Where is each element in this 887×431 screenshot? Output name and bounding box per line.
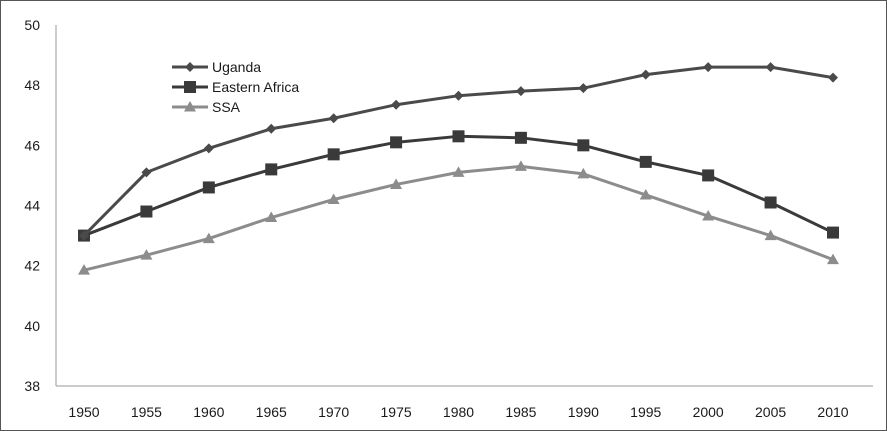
x-tick-label: 1990 [568,404,599,420]
axes [55,25,873,387]
data-point [203,143,214,154]
data-point [390,178,403,189]
series-layer [78,62,839,275]
legend-item: Eastern Africa [172,79,299,95]
y-tick-label: 42 [24,258,40,274]
data-point [452,166,465,177]
data-point [514,131,527,144]
data-point [140,205,153,218]
legend-label: Uganda [212,59,261,75]
data-point [452,130,465,143]
data-point [764,196,777,209]
data-point [578,83,589,94]
data-point [702,210,715,221]
x-tick-label: 1985 [505,404,536,420]
data-point [78,264,90,275]
x-tick-label: 1980 [443,404,474,420]
data-point [327,148,340,161]
legend-label: Eastern Africa [212,79,299,95]
x-tick-label: 1960 [193,404,224,420]
data-point [577,139,590,152]
data-point [515,86,526,97]
y-tick-label: 50 [24,17,40,33]
x-tick-label: 1955 [131,404,162,420]
data-point [640,69,651,80]
legend-item: Uganda [172,59,261,75]
legend-marker [184,81,196,93]
data-point [702,169,715,182]
data-point [765,62,776,73]
y-tick-label: 46 [24,137,40,153]
series-eastern-africa [78,130,839,242]
legend-marker [184,101,196,112]
data-point [265,211,278,223]
data-point [202,181,215,194]
y-axis-ticks: 38 40 42 44 46 48 50 [24,17,40,394]
x-tick-label: 1965 [256,404,287,420]
data-point [328,113,339,124]
series-ssa [78,160,839,275]
data-point [327,193,340,204]
data-point [140,249,153,260]
data-point [827,253,839,265]
data-point [265,163,278,176]
x-tick-label: 1975 [381,404,412,420]
x-tick-label: 2005 [755,404,786,420]
y-tick-label: 40 [24,318,40,334]
x-tick-label: 2000 [693,404,724,420]
x-tick-label: 1950 [68,404,99,420]
data-point [202,232,215,244]
data-point [79,230,89,241]
x-tick-label: 1970 [318,404,349,420]
legend-marker [185,62,195,72]
legend-item: SSA [172,99,241,115]
y-tick-label: 48 [24,77,40,93]
data-point [764,229,777,241]
data-point [827,226,839,239]
data-point [514,160,527,171]
x-tick-label: 2010 [817,404,848,420]
data-point [391,99,402,110]
data-point [453,90,464,101]
data-point [828,72,838,83]
x-tick-label: 1995 [630,404,661,420]
data-point [390,136,403,149]
data-point [639,188,652,200]
data-point [703,62,714,73]
data-point [577,167,590,179]
x-axis-ticks: 1950 1955 1960 1965 1970 1975 1980 1985 1990 1995… [68,404,848,420]
y-tick-label: 44 [24,198,40,214]
data-point [141,167,152,178]
y-tick-label: 38 [24,378,40,394]
legend-label: SSA [212,99,241,115]
series-uganda [79,62,838,241]
data-point [639,155,652,168]
legend: Uganda Eastern Africa SSA [172,59,299,115]
data-point [266,123,277,134]
